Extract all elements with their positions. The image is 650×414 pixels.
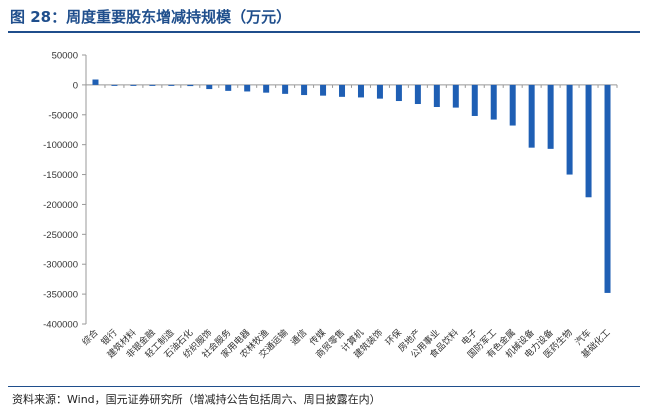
bar-6 [187,84,194,87]
bar-2 [111,84,118,86]
x-tick-label: 综合 [79,327,100,348]
y-tick-label: -400000 [43,320,78,331]
x-tick-label: 通信 [288,327,309,348]
bar-chart: 50000 0 -50000 -100000 -150000 -200000 -250000… [43,51,618,361]
bar-1 [92,79,99,85]
bar-24 [528,84,535,148]
bar-22 [490,84,497,120]
bar-13 [320,84,327,96]
bar-23 [509,84,516,126]
figure-title: 图 28：周度重要股东增减持规模（万元） [10,8,292,26]
y-tick-label: -350000 [43,290,78,301]
bar-12 [301,84,308,96]
y-tick-label: -300000 [43,260,78,271]
bar-15 [357,84,364,98]
bar-4 [149,84,156,86]
bar-26 [566,84,573,175]
bar-18 [414,84,421,105]
bar-17 [395,84,402,102]
bar-5 [168,84,175,86]
title-rule [8,31,640,33]
source-rule [8,386,640,387]
bar-3 [130,84,137,86]
bar-28 [604,84,611,293]
bar-7 [206,84,213,90]
bar-16 [376,84,383,99]
y-tick-label: -150000 [43,170,78,181]
bar-14 [339,84,346,97]
bar-21 [471,84,478,116]
y-tick-label: -200000 [43,200,78,211]
bar-25 [547,84,554,149]
bar-9 [244,84,251,92]
y-tick-label: 0 [73,80,78,91]
y-tick-label: -50000 [48,110,78,121]
source-note: 资料来源：Wind，国元证券研究所（增减持公告包括周六、周日披露在内） [12,393,381,406]
bar-8 [225,84,232,91]
bar-10 [263,84,270,93]
y-tick-label: -250000 [43,230,78,241]
bar-20 [452,84,459,108]
bar-11 [282,84,289,94]
y-tick-label: 50000 [52,51,78,62]
y-tick-label: -100000 [43,140,78,151]
bar-19 [433,84,440,108]
bar-27 [585,84,592,198]
